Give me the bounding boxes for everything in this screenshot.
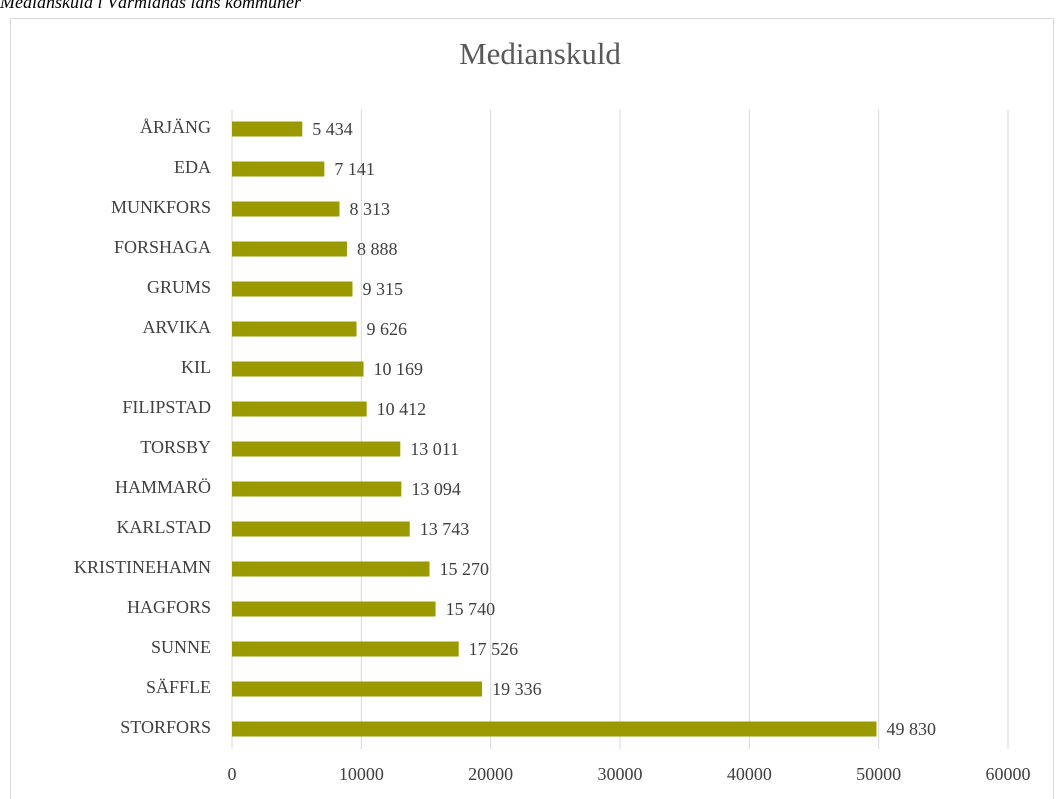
x-tick-label: 20000 [468, 764, 513, 784]
value-label: 8 888 [357, 239, 398, 259]
bar [232, 121, 303, 137]
value-label: 8 313 [350, 199, 391, 219]
x-tick-label: 30000 [598, 764, 643, 784]
bar [232, 681, 483, 697]
bar [232, 721, 877, 737]
y-tick-label: ARVIKA [142, 317, 211, 337]
bar [232, 401, 367, 417]
x-tick-label: 50000 [856, 764, 901, 784]
bar [232, 361, 364, 377]
bar [232, 161, 325, 177]
bar [232, 561, 430, 577]
value-label: 15 740 [446, 599, 496, 619]
x-tick-label: 40000 [727, 764, 772, 784]
y-tick-label: ÅRJÄNG [140, 117, 211, 137]
caption: Medianskuld i Värmlands läns kommuner [0, 0, 302, 12]
x-tick-label: 60000 [986, 764, 1031, 784]
value-label: 10 412 [377, 399, 427, 419]
bar [232, 441, 401, 457]
y-tick-label: KARLSTAD [116, 517, 211, 537]
value-label: 13 011 [410, 439, 459, 459]
value-label: 5 434 [312, 119, 353, 139]
chart-title: Medianskuld [459, 36, 621, 71]
bar [232, 641, 459, 657]
y-tick-label: SUNNE [151, 637, 211, 657]
value-label: 10 169 [374, 359, 424, 379]
bar [232, 241, 347, 257]
y-tick-label: HAGFORS [127, 597, 211, 617]
value-label: 9 626 [366, 319, 407, 339]
y-tick-label: TORSBY [140, 437, 211, 457]
y-tick-label: HAMMARÖ [115, 477, 211, 497]
value-label: 7 141 [334, 159, 375, 179]
bar [232, 201, 340, 217]
y-tick-label: SÄFFLE [146, 677, 211, 697]
value-label: 15 270 [439, 559, 489, 579]
x-tick-label: 10000 [339, 764, 384, 784]
y-tick-label: KIL [181, 357, 211, 377]
bar [232, 601, 436, 617]
x-tick-label: 0 [228, 764, 237, 784]
y-tick-label: MUNKFORS [111, 197, 211, 217]
value-label: 13 094 [411, 479, 461, 499]
y-tick-label: FILIPSTAD [122, 397, 211, 417]
bar [232, 281, 353, 297]
bar [232, 321, 357, 337]
value-label: 19 336 [492, 679, 542, 699]
bar [232, 521, 410, 537]
y-tick-label: GRUMS [147, 277, 211, 297]
value-label: 9 315 [362, 279, 403, 299]
value-label: 49 830 [886, 719, 936, 739]
value-label: 13 743 [420, 519, 470, 539]
y-tick-label: EDA [174, 157, 211, 177]
y-tick-label: KRISTINEHAMN [74, 557, 211, 577]
chart-border [10, 18, 1054, 799]
bar [232, 481, 402, 497]
value-label: 17 526 [469, 639, 518, 659]
y-tick-label: STORFORS [120, 717, 211, 737]
y-tick-label: FORSHAGA [114, 237, 211, 257]
